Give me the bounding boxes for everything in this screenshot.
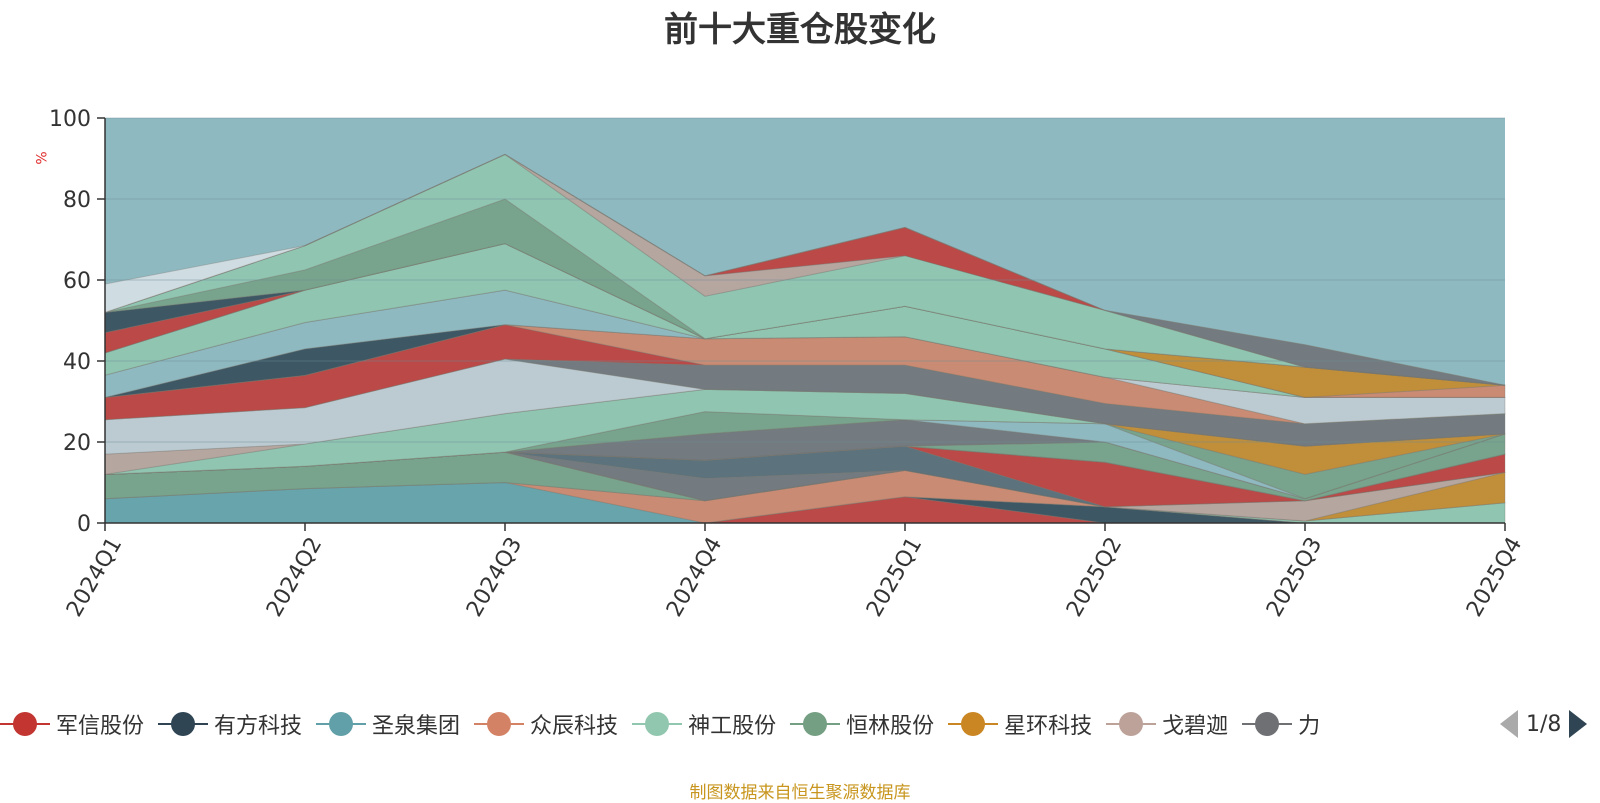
x-tick-label: 2025Q3: [1262, 533, 1327, 621]
legend-item[interactable]: 恒林股份: [790, 706, 934, 742]
y-tick-label: 20: [63, 431, 91, 456]
legend-label: 戈碧迦: [1162, 714, 1229, 739]
area-series-40: [104, 153, 1506, 386]
chart-title: 前十大重仓股变化: [664, 10, 936, 50]
legend-next-icon[interactable]: [1569, 710, 1588, 738]
x-tick-label: 2024Q3: [462, 533, 527, 621]
legend-label: 军信股份: [56, 714, 145, 739]
y-axis-unit: %: [34, 151, 51, 165]
y-tick-label: 80: [63, 188, 91, 213]
legend: 军信股份 有方科技 圣泉集团 众辰科技 神工股份 恒林股份 星环科技 戈碧迦 力: [0, 706, 1505, 742]
legend-item[interactable]: 神工股份: [632, 706, 776, 742]
x-tick-label: 2025Q2: [1062, 533, 1127, 621]
y-tick-label: 0: [77, 512, 91, 537]
legend-item[interactable]: 军信股份: [0, 706, 144, 742]
legend-label: 众辰科技: [530, 714, 619, 739]
y-axis: 0 20 40 60 80 100: [49, 107, 106, 537]
y-tick-label: 100: [49, 107, 91, 132]
x-axis: 2024Q1 2024Q2 2024Q3 2024Q4 2025Q1 2025Q2 2025…: [62, 522, 1527, 621]
legend-page-indicator: 1/8: [1526, 711, 1562, 737]
legend-label: 力: [1298, 714, 1321, 739]
legend-label: 神工股份: [688, 714, 777, 739]
legend-item[interactable]: 戈碧迦: [1106, 706, 1228, 742]
legend-marker-icon: [316, 712, 367, 736]
x-tick-label: 2024Q1: [62, 533, 127, 621]
area-series-group: [104, 153, 1506, 524]
legend-marker-icon: [1242, 712, 1293, 736]
legend-marker-icon: [158, 712, 209, 736]
legend-marker-icon: [0, 712, 50, 736]
y-tick-label: 60: [63, 269, 91, 294]
legend-pager: 1/8: [1500, 704, 1600, 744]
legend-item[interactable]: 有方科技: [158, 706, 302, 742]
legend-item[interactable]: 力: [1242, 706, 1320, 742]
legend-marker-icon: [790, 712, 841, 736]
area-series-3: [104, 469, 1505, 524]
legend-marker-icon: [474, 712, 525, 736]
legend-marker-icon: [632, 712, 683, 736]
x-tick-label: 2025Q4: [1462, 533, 1527, 621]
y-tick-label: 40: [63, 350, 91, 375]
legend-label: 圣泉集团: [372, 714, 461, 739]
legend-label: 星环科技: [1004, 714, 1093, 739]
x-tick-label: 2025Q1: [862, 533, 927, 621]
legend-item[interactable]: 圣泉集团: [316, 706, 460, 742]
legend-marker-icon: [948, 712, 999, 736]
legend-item[interactable]: 星环科技: [948, 706, 1092, 742]
legend-marker-icon: [1106, 712, 1157, 736]
x-tick-label: 2024Q2: [262, 533, 327, 621]
gridlines: [105, 117, 1505, 443]
data-source-note: 制图数据来自恒生聚源数据库: [689, 783, 911, 803]
x-tick-label: 2024Q4: [662, 533, 727, 621]
legend-item[interactable]: 众辰科技: [474, 706, 618, 742]
legend-label: 有方科技: [214, 714, 303, 739]
legend-prev-icon[interactable]: [1500, 710, 1518, 738]
legend-label: 恒林股份: [846, 714, 935, 739]
